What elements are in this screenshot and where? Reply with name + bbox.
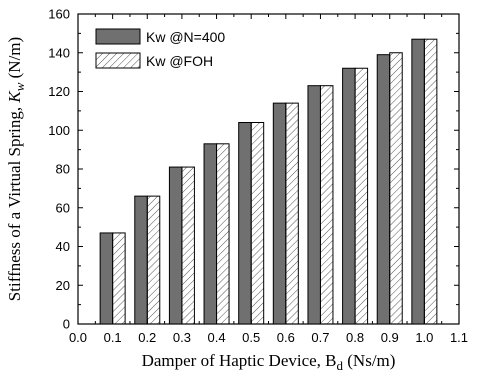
legend-swatch-kw-n400	[95, 28, 141, 45]
bar-kw-foh-3	[216, 143, 230, 325]
y-tick-label: 60	[56, 200, 70, 215]
y-tick-label: 40	[56, 239, 70, 254]
y-tick-label: 20	[56, 278, 70, 293]
axes-group: 0.0 0.1 0.2 0.3 0.4 0.5 0.6 0.7 0.8 0.9 1.0 1.1 0 20 4…	[48, 7, 468, 346]
x-tick-label: 0.8	[346, 330, 364, 345]
bar-kw-foh-9	[423, 38, 438, 325]
bar-kw-n400-0	[99, 232, 114, 325]
x-tick-label: 1.1	[450, 330, 468, 345]
legend: Kw @N=400 Kw @FOH	[95, 28, 225, 69]
bar-kw-n400-4	[238, 122, 252, 325]
x-tick-label: 1.0	[415, 330, 433, 345]
y-tick-label: 0	[63, 317, 70, 332]
x-tick-label: 0.0	[69, 330, 87, 345]
bar-kw-foh-0	[112, 232, 126, 325]
x-axis-title: Damper of Haptic Device, Bd (Ns/m)	[142, 351, 396, 371]
bar-kw-n400-5	[272, 102, 287, 325]
y-axis-title: Stiffness of a Virtual Spring, Kw (N/m)	[5, 37, 27, 301]
y-tick-label: 140	[48, 45, 70, 60]
bar-kw-foh-1	[146, 195, 161, 325]
bar-kw-n400-9	[411, 38, 425, 325]
bars-group	[99, 38, 438, 325]
x-tick-label: 0.7	[311, 330, 329, 345]
legend-label-kw-foh: Kw @FOH	[146, 53, 213, 69]
x-tick-label: 0.4	[208, 330, 226, 345]
bar-kw-n400-2	[168, 166, 183, 325]
y-tick-label: 120	[48, 84, 70, 99]
bar-kw-n400-1	[134, 195, 148, 325]
bar-kw-foh-6	[319, 85, 334, 325]
bar-kw-foh-4	[250, 122, 265, 325]
x-tick-label: 0.1	[104, 330, 122, 345]
legend-label-kw-n400: Kw @N=400	[146, 29, 225, 45]
x-tick-label: 0.2	[138, 330, 156, 345]
x-tick-label: 0.5	[242, 330, 260, 345]
y-tick-label: 80	[56, 162, 70, 177]
x-tick-label: 0.3	[173, 330, 191, 345]
x-tick-label: 0.9	[381, 330, 399, 345]
bar-kw-n400-6	[307, 85, 321, 325]
bar-kw-n400-8	[376, 54, 391, 325]
legend-swatch-kw-foh	[95, 52, 141, 69]
y-tick-label: 160	[48, 7, 70, 22]
x-tick-label: 0.6	[277, 330, 295, 345]
bar-kw-foh-8	[389, 52, 403, 325]
bar-kw-foh-7	[354, 67, 369, 325]
y-tick-label: 100	[48, 123, 70, 138]
bar-kw-n400-3	[203, 143, 218, 325]
bar-kw-foh-2	[181, 166, 195, 325]
bar-kw-n400-7	[342, 67, 356, 325]
bar-kw-foh-5	[285, 102, 299, 325]
